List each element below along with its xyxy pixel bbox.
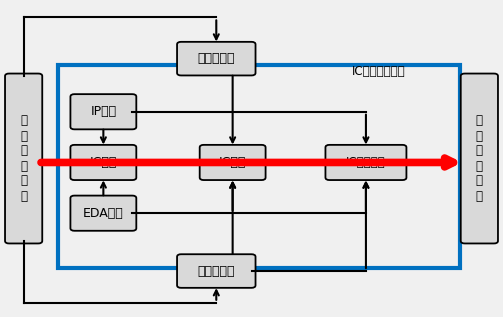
FancyBboxPatch shape: [70, 94, 136, 129]
FancyBboxPatch shape: [200, 145, 266, 180]
Text: EDA方法: EDA方法: [83, 207, 124, 220]
FancyBboxPatch shape: [70, 145, 136, 180]
Text: IC从设计到产品: IC从设计到产品: [352, 65, 406, 78]
Text: IC制造: IC制造: [219, 156, 246, 169]
FancyBboxPatch shape: [325, 145, 406, 180]
Text: 上
游
技
术
导
向: 上 游 技 术 导 向: [20, 114, 27, 203]
FancyBboxPatch shape: [461, 74, 498, 243]
FancyBboxPatch shape: [70, 196, 136, 231]
Bar: [58, 65, 460, 268]
Text: 下
游
厂
商
用
户: 下 游 厂 商 用 户: [476, 114, 483, 203]
Text: IC封装测试: IC封装测试: [346, 156, 386, 169]
Text: 半导体设备: 半导体设备: [198, 52, 235, 65]
FancyBboxPatch shape: [177, 42, 256, 75]
FancyBboxPatch shape: [177, 254, 256, 288]
Text: IC设计: IC设计: [90, 156, 117, 169]
FancyBboxPatch shape: [5, 74, 42, 243]
Text: 半导体材料: 半导体材料: [198, 264, 235, 278]
Text: IP设计: IP设计: [91, 105, 116, 118]
